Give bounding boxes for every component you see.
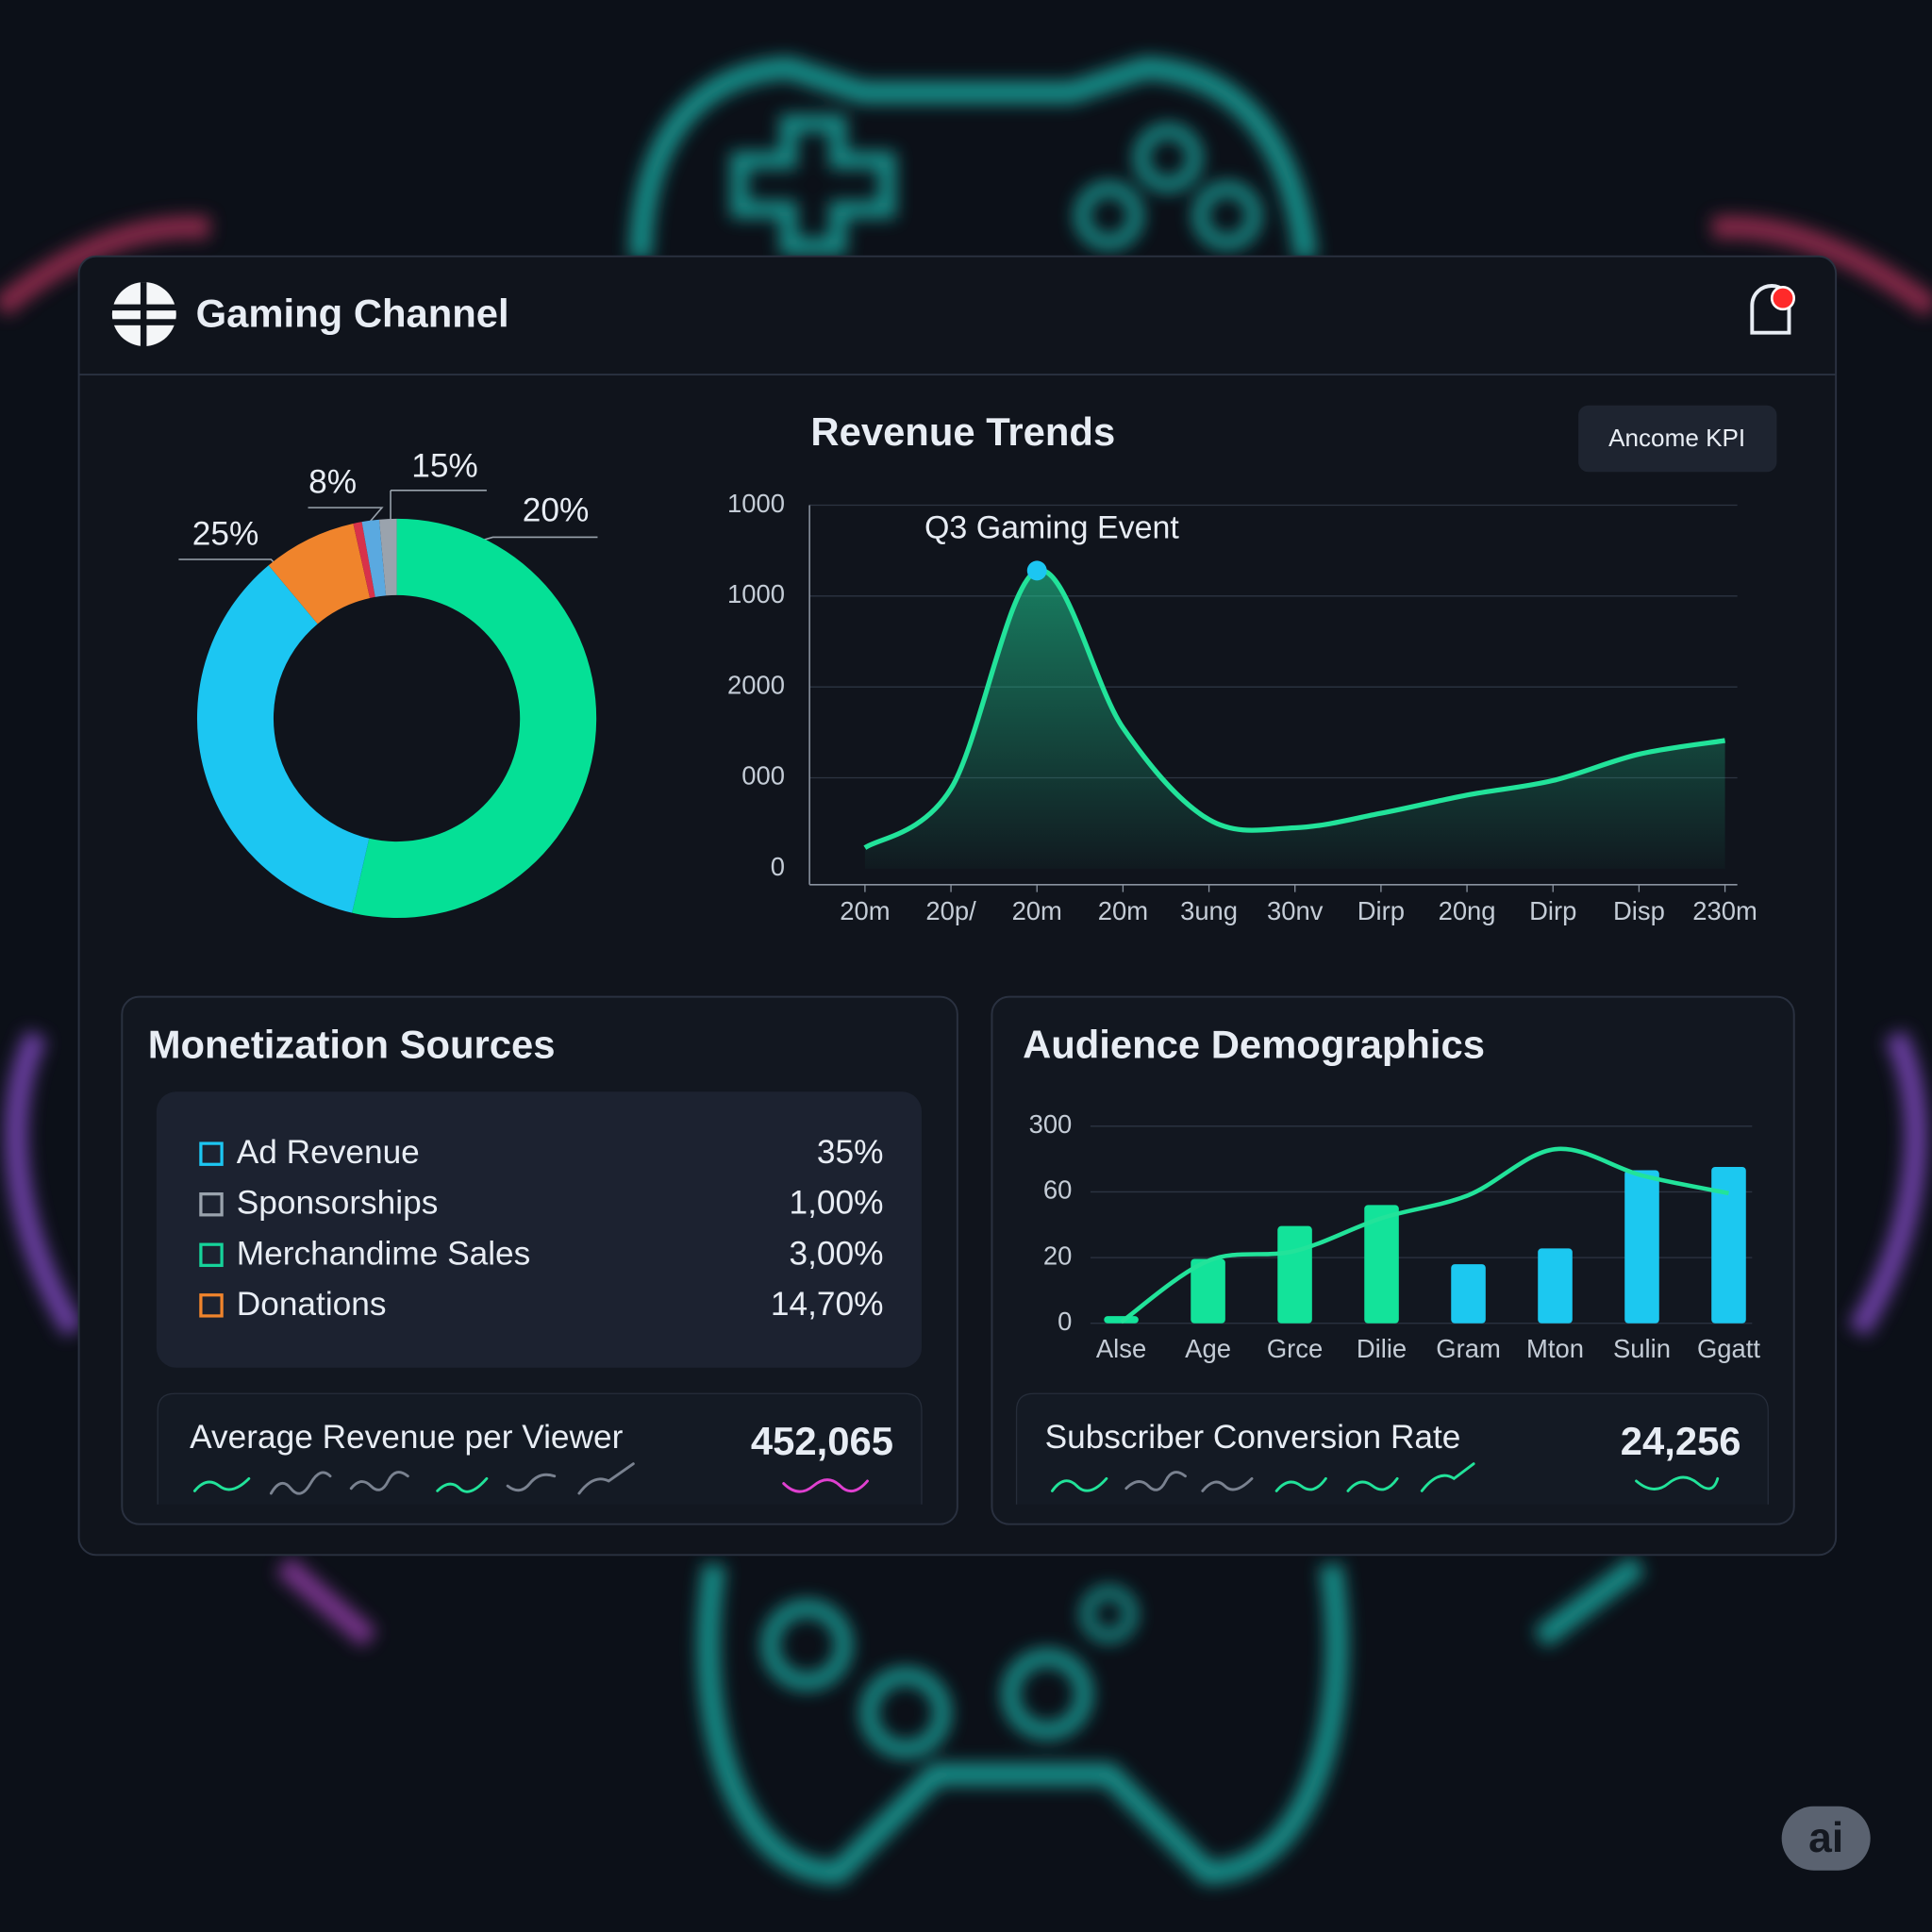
y-tick-label: 1000	[727, 489, 785, 518]
y-tick-label: 000	[741, 761, 785, 791]
app-title: Gaming Channel	[196, 291, 509, 336]
x-tick-label: Dilie	[1357, 1334, 1407, 1363]
peak-marker	[1026, 560, 1047, 581]
audience-title: Audience Demographics	[1023, 1022, 1485, 1066]
bar	[1451, 1264, 1486, 1324]
bar	[1538, 1248, 1573, 1324]
donut-slice	[268, 523, 371, 625]
x-tick-label: 30nv	[1267, 896, 1324, 925]
x-tick-label: Ggatt	[1697, 1334, 1760, 1363]
row-label: Merchandime Sales	[237, 1235, 531, 1272]
bar	[1364, 1205, 1399, 1324]
legend-swatch	[199, 1191, 224, 1217]
x-tick-label: 20m	[1098, 896, 1148, 925]
legend-swatch	[199, 1141, 224, 1166]
conversion-card	[1015, 1392, 1769, 1505]
audience-line	[1120, 1146, 1729, 1324]
conversion-value: 24,256	[1621, 1419, 1741, 1463]
x-tick-label: Gram	[1436, 1334, 1501, 1363]
row-value: 1,00%	[790, 1185, 884, 1222]
notification-bell[interactable]	[1750, 284, 1796, 335]
arpv-card	[157, 1392, 923, 1505]
bar	[1277, 1225, 1312, 1324]
legend-swatch	[199, 1293, 224, 1318]
bar	[1191, 1258, 1225, 1324]
x-tick-label: 20ng	[1439, 896, 1496, 925]
bar	[1624, 1170, 1659, 1324]
y-tick-label: 20	[1043, 1241, 1072, 1270]
arpv-label: Average Revenue per Viewer	[190, 1419, 623, 1456]
neon-decor	[0, 56, 1932, 1885]
sparklines	[1050, 1462, 1720, 1492]
ai-badge	[1781, 1806, 1871, 1871]
row-label: Sponsorships	[237, 1185, 439, 1222]
donut-slice	[196, 565, 370, 913]
donut-slice	[353, 522, 375, 599]
x-tick-label: Mton	[1526, 1334, 1584, 1363]
donut-label: 15%	[411, 448, 478, 485]
kpi-button-label[interactable]: Ancome KPI	[1608, 424, 1745, 452]
x-tick-label: Dirp	[1529, 896, 1576, 925]
donut-label: 8%	[308, 464, 357, 501]
peak-annotation: Q3 Gaming Event	[924, 510, 1179, 546]
ai-badge-label: ai	[1808, 1815, 1843, 1861]
monetization-title: Monetization Sources	[148, 1022, 556, 1066]
y-tick-label: 300	[1029, 1109, 1073, 1139]
x-tick-label: 20p/	[925, 896, 976, 925]
row-value: 35%	[817, 1134, 884, 1171]
revenue-line	[863, 567, 1725, 850]
x-tick-label: Alse	[1096, 1334, 1146, 1363]
kpi-button[interactable]: Ancome KPI	[1578, 405, 1777, 473]
x-tick-label: Age	[1185, 1334, 1231, 1363]
y-tick-label: 0	[771, 852, 785, 881]
x-tick-label: 3ung	[1180, 896, 1238, 925]
monetization-list	[156, 1091, 922, 1368]
y-tick-label: 1000	[727, 579, 785, 608]
row-value: 3,00%	[790, 1235, 884, 1272]
arpv-value: 452,065	[751, 1419, 893, 1463]
donut-label: 25%	[192, 515, 259, 552]
donut-slice	[361, 519, 387, 597]
logo	[109, 282, 179, 347]
y-tick-label: 0	[1058, 1307, 1072, 1336]
y-tick-label: 2000	[727, 670, 785, 699]
x-tick-label: Dirp	[1357, 896, 1405, 925]
row-label: Donations	[237, 1286, 387, 1323]
x-tick-label: 20m	[1012, 896, 1062, 925]
x-tick-label: Disp	[1613, 896, 1665, 925]
donut-slice	[352, 518, 597, 919]
revenue-area	[864, 570, 1725, 869]
y-tick-label: 60	[1043, 1175, 1072, 1205]
row-value: 14,70%	[771, 1286, 884, 1323]
conversion-label: Subscriber Conversion Rate	[1045, 1419, 1461, 1456]
bar	[1711, 1166, 1746, 1324]
donut-label: 20%	[523, 492, 590, 529]
revenue-title: Revenue Trends	[810, 409, 1115, 454]
row-label: Ad Revenue	[237, 1134, 420, 1171]
x-tick-label: 20m	[840, 896, 890, 925]
legend-swatch	[199, 1242, 224, 1268]
x-tick-label: 230m	[1692, 896, 1757, 925]
donut-slice	[378, 518, 397, 596]
x-tick-label: Sulin	[1613, 1334, 1671, 1363]
sparklines	[192, 1462, 869, 1495]
x-tick-label: Grce	[1267, 1334, 1323, 1363]
